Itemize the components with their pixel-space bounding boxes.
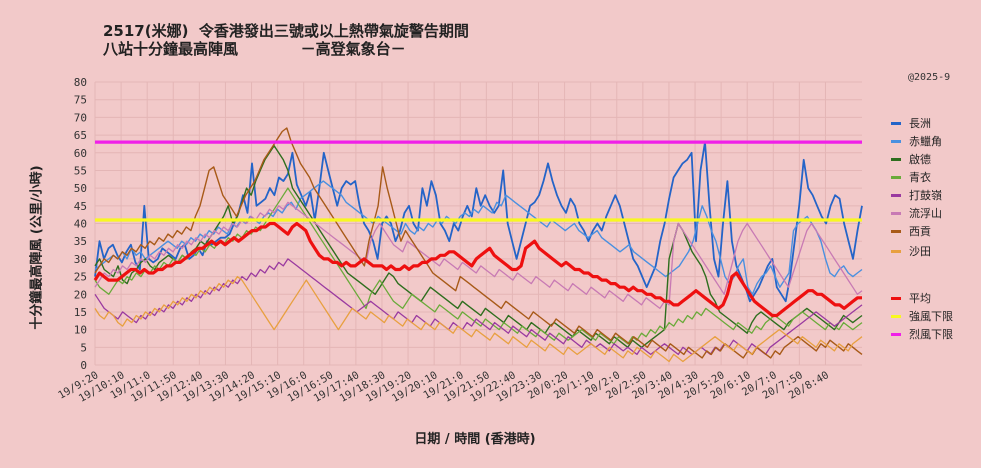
- legend-swatch: [891, 314, 901, 318]
- legend-swatch: [891, 229, 901, 233]
- legend-item: 平均: [891, 290, 931, 306]
- y-tick-label: 55: [74, 164, 87, 177]
- series-line-5: [94, 201, 863, 310]
- chart-title-line2: 八站十分鐘最高陣風 －高登氣象台－: [103, 40, 406, 58]
- y-tick-label: 10: [74, 324, 87, 337]
- legend-label: 流浮山: [909, 207, 942, 220]
- copyright-label: @2025-9: [908, 72, 951, 83]
- legend-item: 流浮山: [891, 205, 942, 221]
- y-tick-label: 80: [74, 76, 87, 89]
- legend-label: 青衣: [909, 171, 931, 184]
- series-line-6: [94, 127, 863, 359]
- y-tick-label: 75: [74, 94, 87, 107]
- legend-item: 打鼓嶺: [891, 187, 942, 203]
- legend-label: 赤鱲角: [909, 135, 942, 148]
- y-tick-label: 5: [80, 341, 87, 354]
- legend-item: 烈風下限: [891, 326, 953, 342]
- legend-label: 長洲: [909, 117, 931, 130]
- y-axis-label: 十分鐘最高陣風 (公里/小時): [29, 165, 45, 330]
- legend-label: 平均: [909, 292, 931, 305]
- y-tick-label: 15: [74, 306, 87, 319]
- legend-swatch: [891, 121, 901, 125]
- legend-swatch: [891, 157, 901, 161]
- legend-label: 烈風下限: [909, 328, 953, 341]
- y-tick-label: 65: [74, 129, 87, 142]
- y-tick-label: 0: [80, 359, 87, 372]
- legend-label: 西貢: [909, 225, 931, 238]
- legend-swatch: [891, 193, 901, 197]
- y-tick-label: 30: [74, 253, 87, 266]
- legend-label: 啟德: [909, 153, 931, 166]
- y-tick-label: 70: [74, 111, 87, 124]
- legend-item: 強風下限: [891, 308, 953, 324]
- series-line-4: [94, 258, 863, 356]
- y-tick-label: 40: [74, 218, 87, 231]
- series-line-2: [94, 144, 863, 348]
- legend-swatch: [891, 211, 901, 215]
- y-tick-label: 25: [74, 271, 87, 284]
- legend-swatch: [891, 139, 901, 143]
- legend-swatch: [891, 249, 901, 253]
- series-line-7: [94, 275, 863, 363]
- legend-swatch: [891, 296, 901, 300]
- chart-title-line1: 2517(米娜) 令香港發出三號或以上熱帶氣旋警告期間: [103, 22, 469, 40]
- legend-item: 西貢: [891, 223, 931, 239]
- legend-item: 啟德: [891, 151, 931, 167]
- legend-label: 強風下限: [909, 310, 953, 323]
- legend-label: 打鼓嶺: [909, 189, 942, 202]
- y-tick-label: 35: [74, 235, 87, 248]
- legend-item: 長洲: [891, 115, 931, 131]
- legend-swatch: [891, 332, 901, 336]
- legend-item: 沙田: [891, 243, 931, 259]
- legend-label: 沙田: [909, 245, 931, 258]
- legend-item: 青衣: [891, 169, 931, 185]
- y-tick-label: 20: [74, 288, 87, 301]
- y-tick-label: 60: [74, 147, 87, 160]
- series-line-8: [93, 221, 862, 318]
- legend-item: 赤鱲角: [891, 133, 942, 149]
- legend-swatch: [891, 175, 901, 179]
- y-tick-label: 45: [74, 200, 87, 213]
- x-axis-label: 日期 / 時間 (香港時): [414, 432, 536, 447]
- y-tick-label: 50: [74, 182, 87, 195]
